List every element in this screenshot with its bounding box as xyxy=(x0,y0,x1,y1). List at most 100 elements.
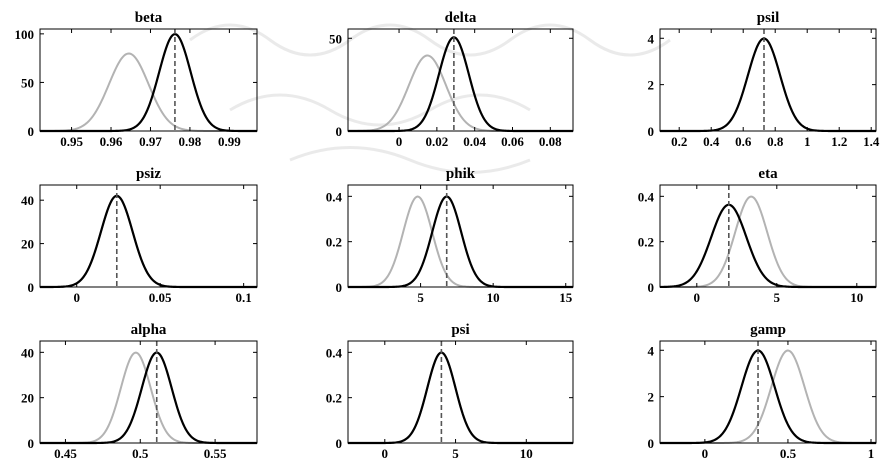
x-tick-label: 0 xyxy=(73,290,80,305)
y-tick-label: 20 xyxy=(21,391,34,406)
x-tick-label: 5 xyxy=(774,290,781,305)
x-tick-label: 1.2 xyxy=(831,134,847,149)
subplot-phik: phik 5 10 15 0 0.2 0.4 xyxy=(326,166,574,305)
x-tick-label: 0 xyxy=(702,446,709,461)
x-tick-label: 10 xyxy=(850,290,863,305)
x-tick-label: 0.1 xyxy=(236,290,252,305)
prior-curve xyxy=(348,351,573,444)
posterior-curve xyxy=(660,37,876,133)
posterior-curve xyxy=(40,351,257,445)
axes-box xyxy=(659,340,877,444)
x-tick-label: 1.4 xyxy=(863,134,880,149)
prior-curve xyxy=(40,52,257,132)
y-tick-label: 0 xyxy=(28,124,35,139)
subplot-delta: delta 0 0.02 0.04 0.06 0.08 0 50 xyxy=(329,10,574,149)
y-tick-label: 2 xyxy=(648,390,655,405)
y-tick-label: 0 xyxy=(336,436,343,451)
x-tick-label: 0.5 xyxy=(132,446,149,461)
x-tick-label: 15 xyxy=(559,290,573,305)
x-tick-label: 0 xyxy=(382,446,389,461)
y-tick-label: 0 xyxy=(648,124,655,139)
y-tick-label: 0.4 xyxy=(326,189,343,204)
prior-curve xyxy=(660,195,876,288)
subplot-title: alpha xyxy=(131,322,167,338)
y-tick-label: 20 xyxy=(21,237,34,252)
x-tick-label: 0.45 xyxy=(54,446,77,461)
posterior-curve xyxy=(348,351,573,445)
prior-curve xyxy=(348,195,573,288)
y-tick-label: 4 xyxy=(648,31,655,46)
x-tick-label: 0.5 xyxy=(780,446,797,461)
axes-box xyxy=(347,184,574,288)
y-tick-label: 0 xyxy=(28,280,35,295)
subplot-gamp: gamp 0 0.5 1 0 2 4 xyxy=(648,322,877,461)
subplot-alpha: alpha 0.45 0.5 0.55 0 20 40 xyxy=(21,322,258,461)
axes-box xyxy=(39,340,258,444)
subplot-title: eta xyxy=(758,166,778,182)
subplot-beta: beta 0.95 0.96 0.97 0.98 0.99 0 50 100 xyxy=(15,10,258,149)
x-tick-label: 0.05 xyxy=(149,290,172,305)
subplot-title: psil xyxy=(757,10,780,26)
y-tick-label: 40 xyxy=(21,193,34,208)
y-tick-label: 2 xyxy=(648,78,655,93)
x-tick-label: 0 xyxy=(396,134,403,149)
y-tick-label: 40 xyxy=(21,345,34,360)
x-tick-label: 0 xyxy=(694,290,701,305)
x-tick-label: 0.02 xyxy=(425,134,448,149)
prior-curve xyxy=(348,54,573,132)
x-tick-label: 5 xyxy=(452,446,459,461)
x-tick-label: 0.99 xyxy=(218,134,241,149)
subplot-title: phik xyxy=(446,166,476,182)
subplot-title: delta xyxy=(445,10,477,26)
posterior-curve xyxy=(659,203,876,289)
axes-box xyxy=(39,28,258,132)
subplot-psi: psi 0 5 10 0 0.2 0.4 xyxy=(326,322,574,461)
subplot-title: psiz xyxy=(136,166,161,182)
axes-box xyxy=(659,28,877,132)
posterior-curve xyxy=(40,194,257,289)
x-tick-label: 0.55 xyxy=(204,446,227,461)
axes-box xyxy=(347,28,574,132)
y-tick-label: 0 xyxy=(28,436,35,451)
subplot-psil: psil 0.2 0.4 0.6 0.8 1 1.2 1.4 0 2 4 xyxy=(648,10,880,149)
axes-box xyxy=(347,340,574,444)
y-tick-label: 0.4 xyxy=(638,189,655,204)
x-tick-label: 0.8 xyxy=(767,134,784,149)
x-tick-label: 1 xyxy=(804,134,811,149)
subplot-title: psi xyxy=(451,322,469,338)
axes-box xyxy=(39,184,258,288)
y-tick-label: 0.2 xyxy=(326,235,342,250)
y-tick-label: 4 xyxy=(648,343,655,358)
y-tick-label: 0 xyxy=(648,436,655,451)
x-tick-label: 0.97 xyxy=(139,134,162,149)
y-tick-label: 100 xyxy=(15,27,35,42)
subplot-title: gamp xyxy=(750,322,786,338)
y-tick-label: 50 xyxy=(329,31,342,46)
x-tick-label: 1 xyxy=(868,446,875,461)
x-tick-label: 5 xyxy=(417,290,424,305)
y-tick-label: 0 xyxy=(336,280,343,295)
y-tick-label: 0.4 xyxy=(326,345,343,360)
x-tick-label: 0.95 xyxy=(60,134,83,149)
y-tick-label: 50 xyxy=(21,75,34,90)
x-tick-label: 0.98 xyxy=(179,134,202,149)
axes-box xyxy=(659,184,877,288)
x-tick-label: 0.06 xyxy=(501,134,524,149)
subplot-psiz: psiz 0 0.05 0.1 0 20 40 xyxy=(21,166,258,305)
subplot-eta: eta 0 5 10 0 0.2 0.4 xyxy=(638,166,877,305)
x-tick-label: 0.4 xyxy=(703,134,720,149)
x-tick-label: 10 xyxy=(520,446,533,461)
subplot-title: beta xyxy=(135,10,163,26)
x-tick-label: 10 xyxy=(487,290,500,305)
x-tick-label: 0.6 xyxy=(735,134,752,149)
y-tick-label: 0 xyxy=(336,124,343,139)
y-tick-label: 0 xyxy=(648,280,655,295)
x-tick-label: 0.96 xyxy=(100,134,123,149)
x-tick-label: 0.2 xyxy=(671,134,687,149)
x-tick-label: 0.04 xyxy=(463,134,486,149)
posterior-curve xyxy=(348,195,573,289)
y-tick-label: 0.2 xyxy=(638,235,654,250)
y-tick-label: 0.2 xyxy=(326,391,342,406)
x-tick-label: 0.08 xyxy=(539,134,562,149)
